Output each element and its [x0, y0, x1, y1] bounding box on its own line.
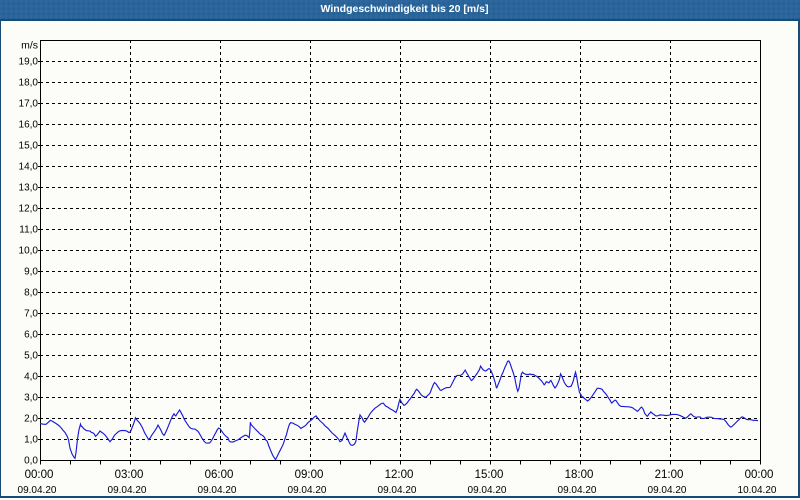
svg-text:6,0: 6,0 [24, 330, 38, 341]
svg-text:09.04.20: 09.04.20 [198, 485, 237, 496]
svg-text:00:00: 00:00 [745, 469, 774, 481]
svg-text:09.04.20: 09.04.20 [648, 485, 687, 496]
svg-text:09.04.20: 09.04.20 [468, 485, 507, 496]
svg-text:19,0: 19,0 [19, 57, 39, 68]
svg-text:m/s: m/s [21, 40, 38, 52]
svg-text:0,0: 0,0 [24, 456, 38, 467]
svg-text:09.04.20: 09.04.20 [288, 485, 327, 496]
svg-text:06:00: 06:00 [205, 469, 234, 481]
svg-text:13,0: 13,0 [19, 183, 39, 194]
svg-text:18:00: 18:00 [565, 469, 594, 481]
svg-text:15:00: 15:00 [475, 469, 504, 481]
svg-text:7,0: 7,0 [24, 309, 38, 320]
svg-text:11,0: 11,0 [19, 225, 38, 236]
svg-text:10.04.20: 10.04.20 [738, 485, 777, 496]
svg-text:09.04.20: 09.04.20 [18, 485, 57, 496]
svg-text:4,0: 4,0 [24, 372, 38, 383]
svg-text:12:00: 12:00 [385, 469, 414, 481]
svg-text:9,0: 9,0 [24, 267, 38, 278]
svg-text:14,0: 14,0 [19, 162, 39, 173]
svg-text:09.04.20: 09.04.20 [378, 485, 417, 496]
svg-text:21:00: 21:00 [655, 469, 684, 481]
svg-text:17,0: 17,0 [19, 99, 39, 110]
svg-text:09:00: 09:00 [295, 469, 324, 481]
svg-text:1,0: 1,0 [24, 435, 38, 446]
svg-text:15,0: 15,0 [19, 141, 39, 152]
svg-text:03:00: 03:00 [115, 469, 144, 481]
svg-text:2,0: 2,0 [24, 414, 38, 425]
svg-text:5,0: 5,0 [24, 351, 38, 362]
svg-text:3,0: 3,0 [24, 393, 38, 404]
svg-text:10,0: 10,0 [19, 246, 39, 257]
svg-text:09.04.20: 09.04.20 [558, 485, 597, 496]
svg-text:09.04.20: 09.04.20 [108, 485, 147, 496]
svg-text:16,0: 16,0 [19, 120, 39, 131]
svg-text:18,0: 18,0 [19, 78, 39, 89]
svg-text:8,0: 8,0 [24, 288, 38, 299]
svg-text:12,0: 12,0 [19, 204, 39, 215]
svg-text:00:00: 00:00 [25, 469, 54, 481]
